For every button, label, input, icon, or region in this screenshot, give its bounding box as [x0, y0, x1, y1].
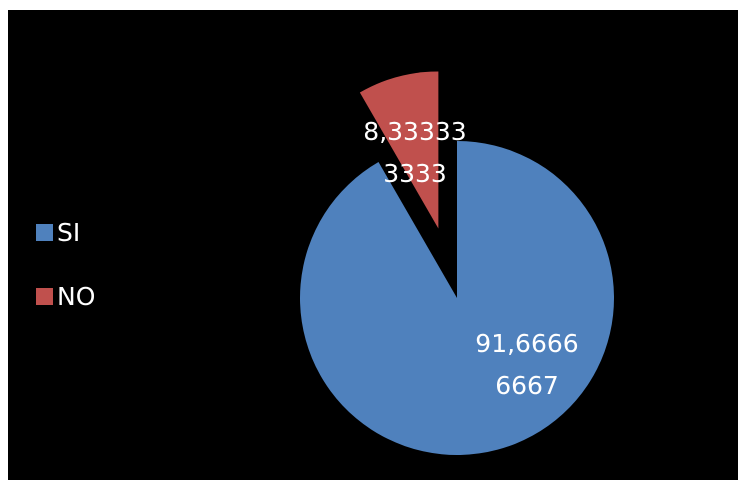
pie-slice-no	[359, 71, 439, 229]
data-label-no: 8,33333 3333	[363, 117, 466, 188]
pie-chart: 91,6666 6667 8,33333 3333	[300, 71, 614, 455]
legend-item-no: NO	[36, 284, 95, 309]
legend-item-si: SI	[36, 220, 80, 245]
legend-swatch-si	[36, 224, 53, 241]
legend-label-no: NO	[57, 282, 96, 311]
pie-slice-si	[300, 141, 614, 455]
legend-label-si: SI	[57, 218, 81, 247]
data-label-si: 91,6666 6667	[475, 329, 578, 400]
chart-area: 91,6666 6667 8,33333 3333 SI NO	[8, 10, 738, 480]
legend-swatch-no	[36, 288, 53, 305]
